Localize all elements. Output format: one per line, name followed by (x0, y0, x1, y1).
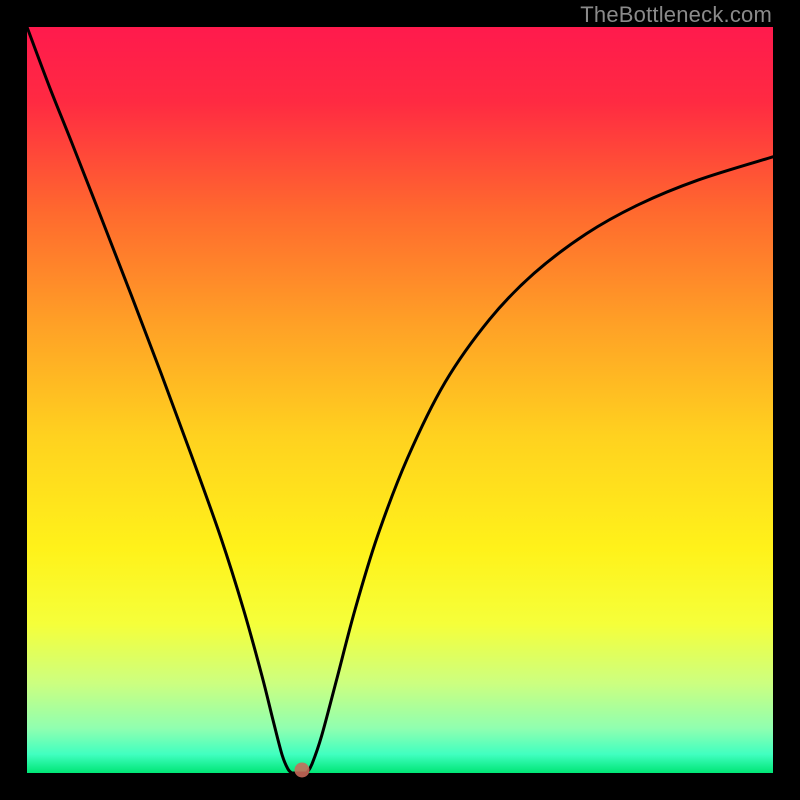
optimum-marker (294, 762, 309, 777)
bottleneck-curve (27, 27, 773, 773)
chart-curve-layer (27, 27, 773, 773)
watermark-text: TheBottleneck.com (580, 2, 772, 28)
plot-area (27, 27, 773, 773)
